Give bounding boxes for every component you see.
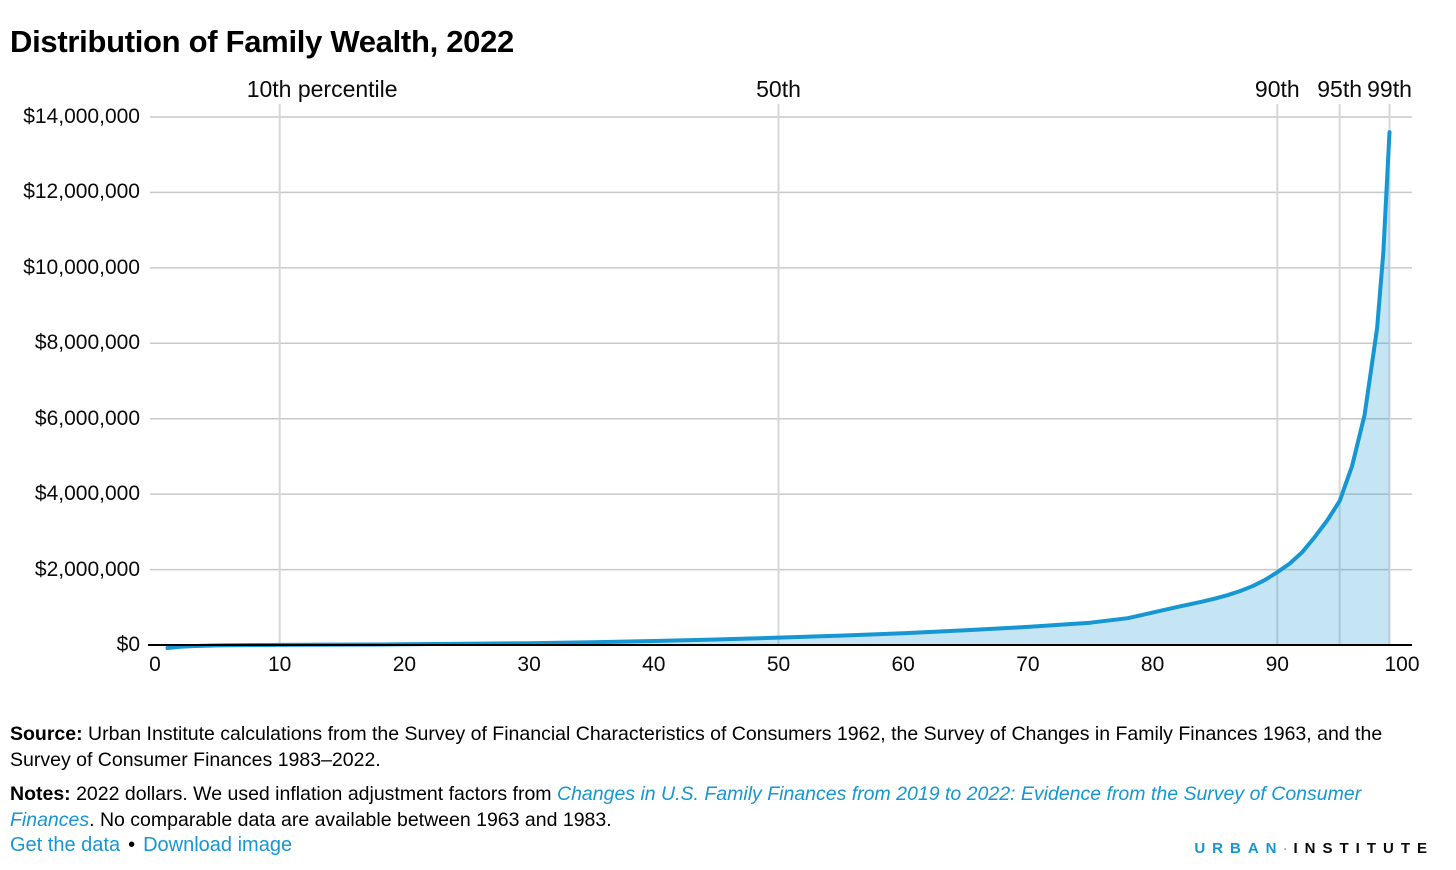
x-axis-tick-label: 20 bbox=[392, 653, 417, 676]
logo-dot: · bbox=[1283, 842, 1288, 856]
notes-text-post: . No comparable data are available betwe… bbox=[89, 809, 612, 831]
download-image-link[interactable]: Download image bbox=[143, 834, 293, 856]
logo-institute-text: INSTITUTE bbox=[1293, 840, 1434, 857]
x-axis-tick-label: 70 bbox=[1016, 653, 1040, 676]
source-label: Source: bbox=[10, 723, 83, 745]
wealth-area-chart bbox=[148, 104, 1412, 650]
y-axis-tick-label: $14,000,000 bbox=[23, 105, 140, 128]
percentile-label: 10th percentile bbox=[246, 76, 398, 102]
x-axis-tick-label: 10 bbox=[268, 653, 292, 676]
x-axis-tick-label: 80 bbox=[1140, 653, 1165, 676]
percentile-label: 95th bbox=[1317, 76, 1363, 102]
y-axis-tick-label: $12,000,000 bbox=[23, 180, 140, 204]
x-axis-tick-label: 30 bbox=[517, 653, 541, 676]
source-note: Source: Urban Institute calculations fro… bbox=[10, 721, 1432, 773]
logo-urban-text: URBAN bbox=[1194, 840, 1284, 857]
notes-note: Notes: 2022 dollars. We used inflation a… bbox=[10, 781, 1432, 833]
page-title: Distribution of Family Wealth, 2022 bbox=[10, 24, 514, 59]
percentile-label: 99th bbox=[1367, 76, 1412, 102]
x-axis-tick-label: 90 bbox=[1265, 653, 1289, 676]
x-axis-tick-label: 100 bbox=[1384, 653, 1420, 676]
notes-text-pre: 2022 dollars. We used inflation adjustme… bbox=[70, 783, 557, 805]
percentile-label: 90th bbox=[1254, 76, 1300, 102]
y-axis-tick-label: $2,000,000 bbox=[34, 557, 140, 581]
get-the-data-link[interactable]: Get the data bbox=[10, 834, 121, 856]
x-axis-tick-label: 40 bbox=[642, 653, 666, 676]
percentile-label: 50th bbox=[756, 76, 801, 102]
urban-institute-logo: URBAN· INSTITUTE bbox=[1194, 840, 1434, 857]
links-separator: • bbox=[128, 834, 136, 856]
y-axis-tick-label: $4,000,000 bbox=[34, 482, 140, 506]
notes-report-link[interactable]: Changes in U.S. Family Finances from 201… bbox=[10, 783, 1362, 831]
y-axis-tick-label: $6,000,000 bbox=[34, 406, 140, 430]
notes-label: Notes: bbox=[10, 783, 71, 805]
x-axis-tick-label: 50 bbox=[766, 653, 791, 676]
y-axis-tick-label: $8,000,000 bbox=[34, 331, 140, 355]
x-axis-tick-label: 0 bbox=[149, 653, 161, 676]
area-fill bbox=[167, 132, 1390, 649]
y-axis-tick-label: $0 bbox=[116, 633, 140, 656]
bottom-links: Get the data • Download image bbox=[10, 834, 292, 857]
source-text: Urban Institute calculations from the Su… bbox=[10, 723, 1383, 771]
y-axis-tick-label: $10,000,000 bbox=[23, 255, 140, 279]
x-axis-tick-label: 60 bbox=[891, 653, 915, 676]
